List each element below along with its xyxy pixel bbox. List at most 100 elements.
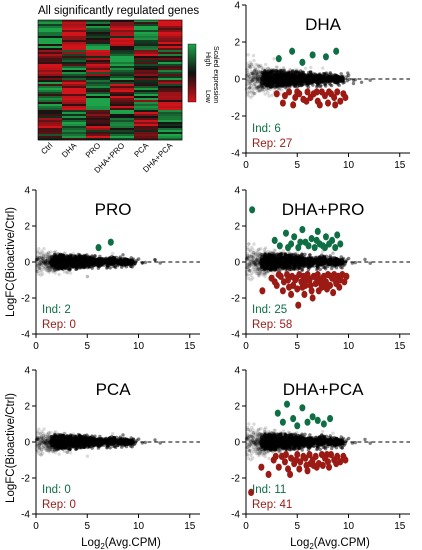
heatmap-cell	[110, 106, 135, 109]
y-tick-label: 2	[24, 402, 30, 413]
heatmap-cell	[158, 120, 183, 123]
background-point-cloud	[34, 427, 162, 458]
heatmap-cell	[62, 32, 87, 35]
heatmap-cell	[110, 114, 135, 117]
heatmap-cell	[110, 44, 135, 47]
repressed-point	[307, 281, 314, 289]
heatmap-cell	[62, 130, 87, 133]
repressed-point	[337, 97, 344, 105]
heatmap-cell	[158, 90, 183, 93]
heatmap-cell	[62, 28, 87, 31]
y-tick-label: -2	[231, 474, 240, 485]
repressed-point	[323, 451, 330, 459]
heatmap-cell	[86, 126, 111, 129]
heatmap-cell	[158, 74, 183, 77]
heatmap-cell	[62, 36, 87, 39]
induced-point	[299, 404, 306, 412]
heatmap-cell	[110, 90, 135, 93]
heatmap-cell	[134, 76, 159, 79]
induced-point	[337, 240, 344, 248]
heatmap-cell	[38, 136, 63, 139]
heatmap-cell	[86, 108, 111, 111]
heatmap-panel: All significantly regulated genes High L…	[37, 5, 219, 175]
repressed-point	[341, 278, 348, 286]
heatmap-cell	[158, 88, 183, 91]
heatmap-cell	[158, 106, 183, 109]
heatmap-cell	[134, 138, 159, 141]
heatmap-cell	[134, 48, 159, 51]
heatmap-cell	[38, 100, 63, 103]
y-tick-label: -2	[21, 294, 30, 305]
repressed-count-label: Rep: 0	[42, 319, 76, 331]
heatmap-cell	[158, 108, 183, 111]
heatmap-cell	[110, 122, 135, 125]
heatmap-cell	[86, 134, 111, 137]
heatmap-cell	[134, 132, 159, 135]
repressed-point	[279, 287, 286, 295]
heatmap-cell	[110, 24, 135, 27]
heatmap-cell	[86, 72, 111, 75]
repressed-point	[334, 88, 341, 96]
heatmap-cell	[62, 120, 87, 123]
heatmap-cell	[62, 136, 87, 139]
heatmap-cell	[38, 76, 63, 79]
heatmap-cell	[158, 96, 183, 99]
heatmap-cell	[62, 104, 87, 107]
heatmap-cell	[86, 44, 111, 47]
heatmap-cell	[134, 50, 159, 53]
heatmap-cell	[158, 84, 183, 87]
heatmap-cell	[110, 138, 135, 141]
heatmap-cell	[110, 68, 135, 71]
heatmap-cell	[38, 114, 63, 117]
heatmap-cell	[110, 126, 135, 129]
heatmap-cell	[38, 108, 63, 111]
heatmap-cell	[110, 86, 135, 89]
heatmap-cell	[38, 106, 63, 109]
heatmap-cell	[62, 24, 87, 27]
heatmap-column-label: Ctrl	[39, 141, 54, 156]
heatmap-cell	[62, 68, 87, 71]
heatmap-cell	[62, 84, 87, 87]
heatmap-cell	[86, 38, 111, 41]
heatmap-cell	[62, 72, 87, 75]
heatmap-cell	[62, 54, 87, 57]
heatmap-cell	[38, 46, 63, 49]
x-tick-label: 0	[243, 160, 249, 171]
heatmap-cell	[134, 42, 159, 45]
background-point-cloud	[244, 242, 372, 283]
induced-point	[290, 415, 297, 423]
heatmap-cell	[62, 108, 87, 111]
heatmap-cell	[134, 88, 159, 91]
repressed-point	[304, 467, 311, 475]
heatmap-cell	[62, 134, 87, 137]
heatmap-cell	[134, 52, 159, 55]
heatmap-cell	[38, 96, 63, 99]
x-tick-label: 0	[243, 341, 249, 352]
heatmap-cell	[158, 22, 183, 25]
repressed-point	[313, 274, 320, 282]
induced-point	[274, 409, 281, 417]
induced-point	[271, 236, 278, 244]
heatmap-cell	[38, 80, 63, 83]
heatmap-cell	[158, 112, 183, 115]
y-tick-label: 4	[234, 1, 240, 12]
x-tick-label: 10	[133, 521, 145, 532]
heatmap-cell	[110, 102, 135, 105]
heatmap-cell	[158, 64, 183, 67]
heatmap-cell	[38, 126, 63, 129]
heatmap-cell	[62, 110, 87, 113]
heatmap-cell	[134, 34, 159, 37]
heatmap-cell	[110, 32, 135, 35]
repressed-point	[296, 465, 303, 473]
heatmap-cell	[38, 124, 63, 127]
heatmap-cell	[38, 66, 63, 69]
repressed-point	[284, 271, 290, 279]
y-tick-label: -2	[21, 474, 30, 485]
heatmap-cell	[38, 68, 63, 71]
heatmap-cell	[134, 118, 159, 121]
heatmap-cell	[158, 118, 183, 121]
repressed-point	[258, 463, 265, 471]
heatmap-cell	[86, 130, 111, 133]
heatmap-cell	[38, 132, 63, 135]
